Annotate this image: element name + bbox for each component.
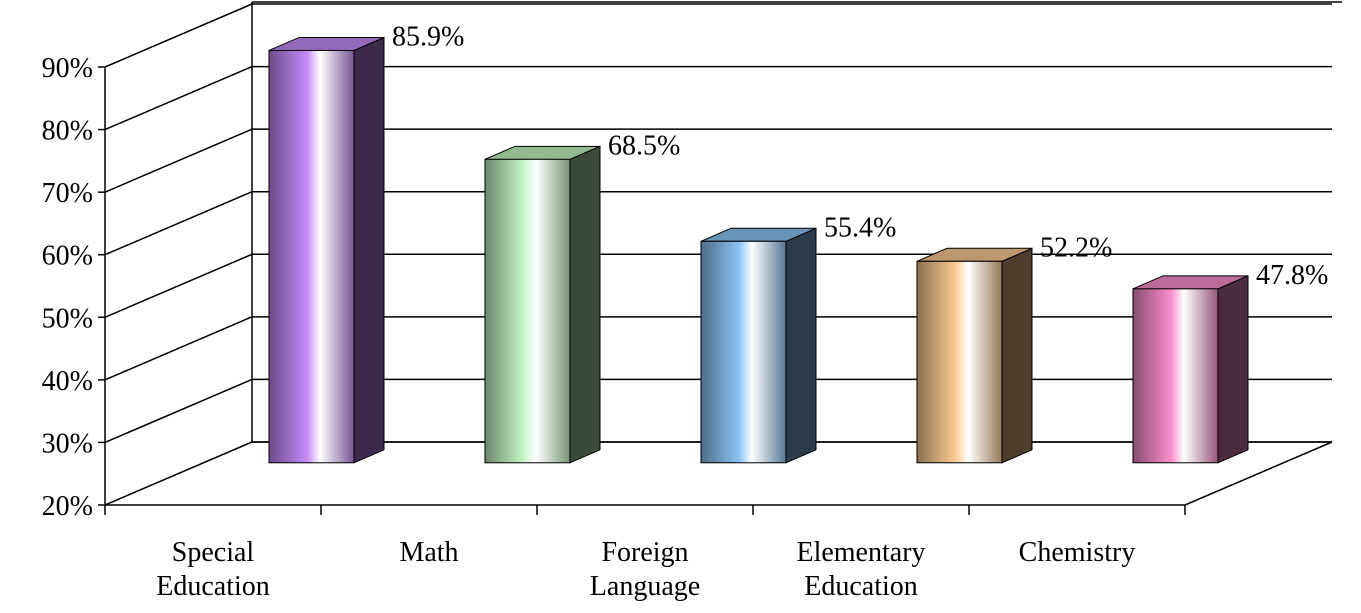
bar-side [1001,247,1033,464]
bar [484,145,601,464]
x-tick-label: Special Education [156,537,270,602]
bar [700,227,817,464]
grid-line [104,65,253,131]
value-label: 85.9% [392,21,464,52]
grid-line [104,378,253,444]
grid-line [104,3,253,68]
y-tick-label: 70% [42,178,93,209]
bar-side [785,227,817,464]
bar [268,36,385,464]
floor-right [1184,441,1333,506]
y-tick-label: 40% [42,366,93,397]
value-label: 52.2% [1040,232,1112,263]
grid-line [104,441,253,506]
bar [1132,275,1249,464]
bar-front [1132,288,1219,464]
y-tick-label: 20% [42,491,93,522]
grid-line [104,128,253,193]
bar-front [700,240,787,464]
value-label: 47.8% [1256,260,1328,291]
y-tick-label: 90% [42,53,93,84]
x-tick-label: Math [399,537,459,568]
x-tick-label: Foreign Language [589,537,701,602]
x-tick-label: Elementary Education [796,537,926,602]
bar-side [1217,275,1249,464]
y-tick-label: 50% [42,303,93,334]
value-label: 68.5% [608,130,680,161]
y-tick-label: 30% [42,428,93,459]
bar-side [569,145,601,464]
grid-line [104,253,253,318]
grid-line [104,191,253,256]
y-tick-label: 60% [42,241,93,272]
bar [916,247,1033,464]
bar-front [268,49,355,464]
y-tick-label: 80% [42,116,93,147]
grid-line [104,316,253,381]
bar-front [916,260,1003,464]
x-tick-label: Chemistry [1018,537,1136,568]
bar-front [484,158,571,464]
bar-side [353,36,385,464]
value-label: 55.4% [824,212,896,243]
